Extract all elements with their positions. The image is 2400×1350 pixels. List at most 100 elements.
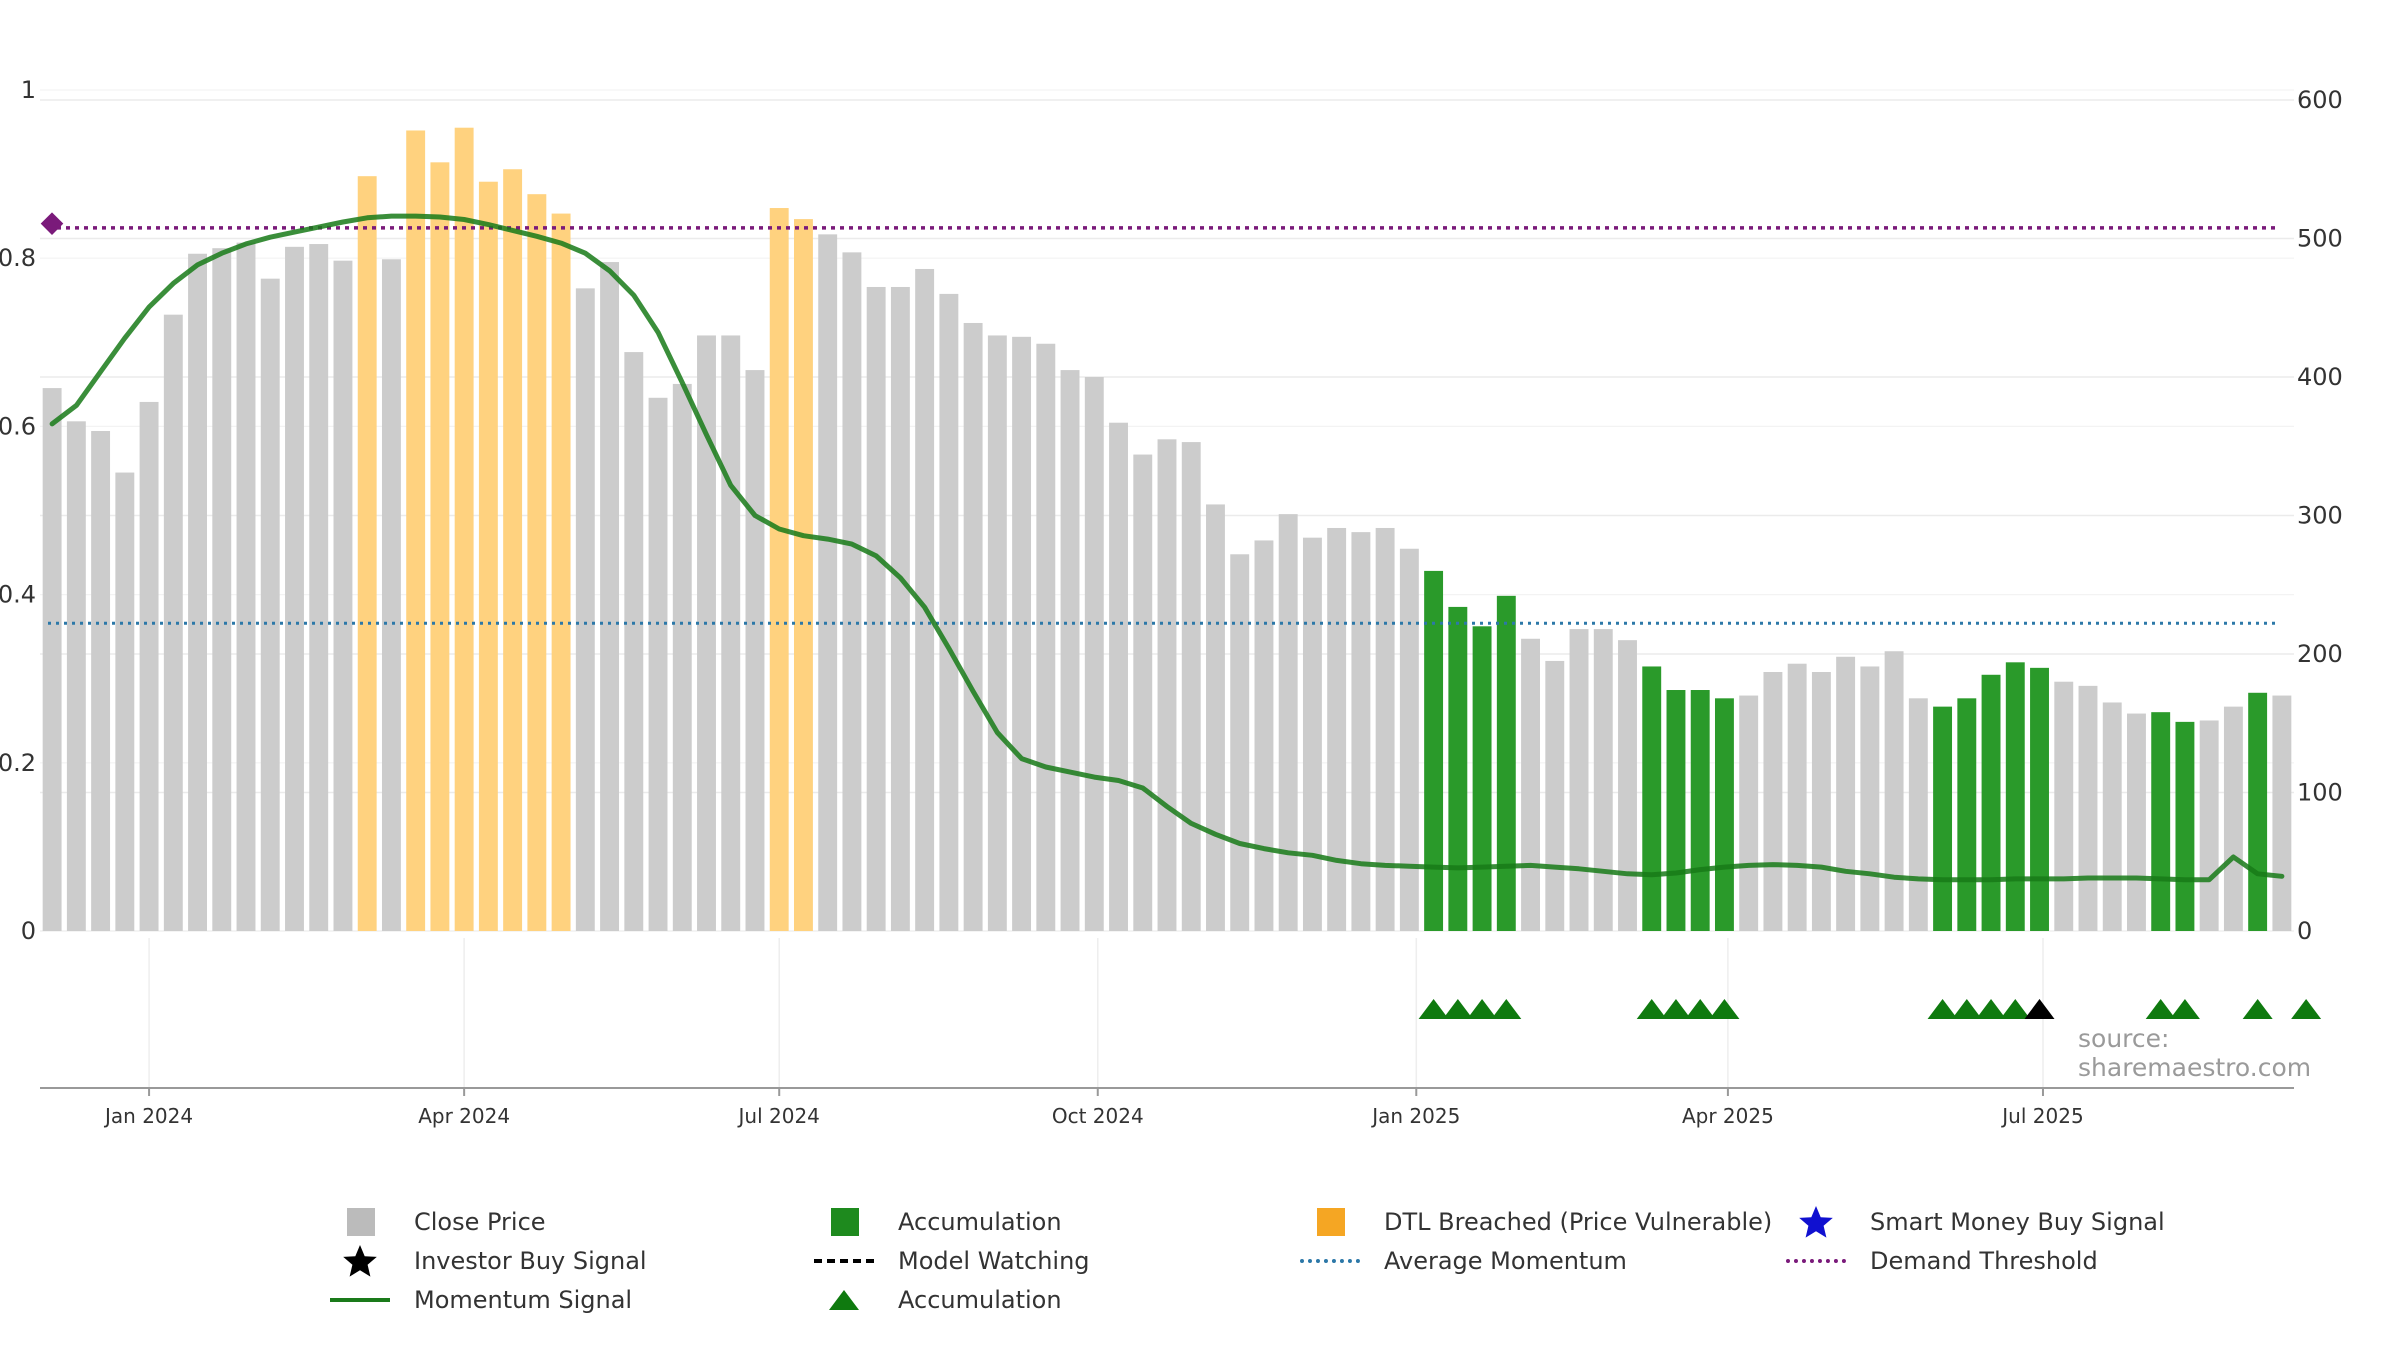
right-tick-label-2: 200 [2297, 640, 2343, 668]
signal-lines [40, 212, 2285, 883]
bar-close-63 [1569, 629, 1589, 931]
bar-dtl-19 [503, 169, 523, 931]
x-tick-label-5: Apr 2025 [1682, 1104, 1774, 1128]
bar-close-3 [115, 472, 135, 931]
bar-acc-78 [1933, 706, 1953, 931]
legend-item-smart-money-buy-signal: Smart Money Buy Signal [1786, 1205, 2165, 1239]
bar-close-7 [212, 248, 232, 931]
accumulation-marker-3 [1491, 999, 1522, 1019]
left-tick-label-2: 0.4 [0, 581, 36, 609]
accumulation-marker-6 [1685, 999, 1716, 1019]
accumulation-marker-1 [1442, 999, 1473, 1019]
chart-canvas: 0 0.2 0.4 0.6 0.8 1 0 100 200 300 400 500 600 Jan 202… [0, 76, 2343, 1128]
dash-icon [814, 1244, 880, 1278]
bar-close-52 [1302, 537, 1322, 931]
bar-close-26 [672, 383, 692, 931]
accumulation-marker-0 [1418, 999, 1449, 1019]
signal-markers [1418, 999, 2322, 1019]
dot-icon [1786, 1244, 1852, 1278]
bar-close-54 [1351, 532, 1371, 931]
bar-close-75 [1860, 666, 1880, 931]
bar-close-86 [2127, 713, 2146, 931]
bar-acc-60 [1496, 595, 1516, 931]
right-tick-label-4: 400 [2297, 363, 2343, 391]
bar-close-42 [1060, 370, 1080, 931]
bar-close-39 [987, 335, 1007, 931]
accumulation-marker-14 [2242, 999, 2273, 1019]
bar-close-49 [1230, 554, 1250, 931]
x-tick-label-1: Apr 2024 [418, 1104, 510, 1128]
legend-item-accumulation: Accumulation [814, 1205, 1062, 1239]
bar-acc-59 [1472, 626, 1492, 931]
bar-close-40 [1012, 336, 1032, 932]
bar-close-56 [1399, 548, 1419, 931]
legend-item-average-momentum: Average Momentum [1300, 1244, 1627, 1278]
legend-label: Accumulation [898, 1208, 1062, 1236]
right-tick-label-0: 0 [2297, 917, 2312, 945]
x-tick-label-4: Jan 2025 [1370, 1104, 1460, 1128]
bar-close-43 [1084, 377, 1104, 931]
bar-close-34 [866, 286, 886, 932]
axes: 0 0.2 0.4 0.6 0.8 1 0 100 200 300 400 500 600 Jan 202… [0, 76, 2343, 1128]
legend-item-momentum-signal: Momentum Signal [330, 1283, 632, 1317]
bar-acc-80 [1981, 674, 2001, 931]
bar-close-61 [1521, 638, 1541, 931]
bar-close-22 [575, 288, 595, 931]
bar-close-83 [2054, 681, 2074, 931]
bar-acc-66 [1642, 666, 1662, 931]
left-tick-label-3: 0.6 [0, 412, 36, 440]
bar-close-0 [42, 388, 62, 932]
bar-close-71 [1763, 672, 1783, 931]
legend-item-close-price: Close Price [330, 1205, 546, 1239]
legend-item-investor-buy-signal: Investor Buy Signal [330, 1244, 647, 1278]
accumulation-marker-11 [2000, 999, 2031, 1019]
legend-label: Momentum Signal [414, 1286, 633, 1314]
bar-close-35 [890, 286, 910, 932]
legend-item-dtl-breached-price-vulnerable: DTL Breached (Price Vulnerable) [1300, 1205, 1772, 1239]
bar-close-29 [745, 370, 765, 931]
bar-acc-57 [1424, 570, 1444, 931]
bar-close-70 [1739, 695, 1759, 931]
line-icon [330, 1283, 396, 1317]
legend-label: Model Watching [898, 1247, 1090, 1275]
legend-label: Smart Money Buy Signal [1870, 1208, 2165, 1236]
right-tick-label-1: 100 [2297, 779, 2343, 807]
bar-close-6 [188, 253, 207, 932]
bar-close-37 [939, 293, 959, 931]
bar-close-10 [285, 246, 304, 931]
left-tick-label-1: 0.2 [0, 749, 36, 777]
star-icon [330, 1244, 396, 1278]
bar-close-9 [260, 278, 280, 931]
momentum-signal-line [49, 213, 2285, 883]
x-tick-label-2: Jul 2024 [737, 1104, 820, 1128]
bar-close-5 [163, 314, 183, 931]
bar-close-44 [1109, 422, 1128, 931]
bar-close-73 [1811, 672, 1831, 931]
bar-close-8 [236, 242, 256, 931]
bar-close-62 [1545, 660, 1565, 931]
bar-close-33 [842, 252, 862, 932]
bar-acc-69 [1714, 698, 1734, 931]
investor-buy-marker-0 [2024, 999, 2055, 1019]
bar-acc-67 [1666, 690, 1686, 931]
legend-label: Demand Threshold [1870, 1247, 2098, 1275]
source-watermark: source: sharemaestro.com [2078, 1024, 2312, 1082]
accumulation-marker-10 [1976, 999, 2007, 1019]
bar-dtl-16 [430, 162, 450, 931]
bar-close-50 [1254, 540, 1274, 931]
bar-close-2 [91, 431, 111, 931]
bar-close-48 [1206, 504, 1225, 931]
bar-close-11 [309, 244, 329, 932]
bar-close-65 [1618, 640, 1637, 931]
bar-close-23 [600, 262, 620, 931]
bar-acc-79 [1957, 698, 1977, 931]
accumulation-marker-13 [2169, 999, 2200, 1019]
bar-acc-82 [2030, 667, 2049, 931]
price-bars [42, 127, 2292, 932]
bar-close-28 [721, 335, 741, 931]
bar-close-51 [1278, 514, 1298, 931]
bar-close-25 [648, 397, 668, 931]
bar-close-12 [333, 260, 353, 931]
x-tick-label-3: Oct 2024 [1052, 1104, 1144, 1128]
bar-close-72 [1787, 663, 1807, 931]
